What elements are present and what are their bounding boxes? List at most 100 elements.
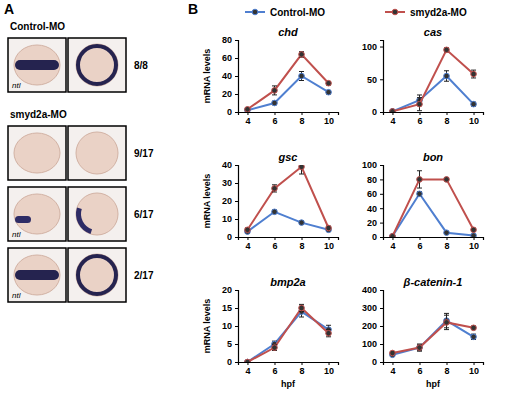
chart: 46810050100cas — [362, 26, 484, 126]
x-axis-line — [384, 238, 484, 241]
x-tick-label: 4 — [390, 116, 395, 126]
y-tick: 60 — [222, 53, 238, 63]
data-point — [444, 177, 450, 183]
y-tick-mark — [235, 112, 238, 113]
series-line — [247, 212, 328, 232]
data-point — [444, 230, 450, 236]
data-point — [471, 101, 477, 107]
x-axis-title: hpf — [281, 379, 296, 389]
embryo — [14, 255, 60, 295]
y-tick-mark — [235, 183, 238, 184]
data-point — [299, 73, 305, 79]
x-tick-label: 6 — [417, 116, 422, 126]
error-bar — [299, 304, 304, 311]
x-axis: 46810 — [384, 237, 484, 251]
error-bar — [417, 344, 422, 351]
error-bar — [299, 165, 304, 174]
error-bar — [417, 171, 422, 188]
x-tick-label: 10 — [324, 116, 334, 126]
x-axis-line — [384, 363, 484, 366]
chart-title: bon — [423, 151, 443, 163]
data-point — [272, 345, 278, 351]
x-tick-label: 10 — [324, 241, 334, 251]
x-tick: 4 — [245, 112, 250, 126]
x-axis-line — [384, 113, 484, 116]
x-tick-mark — [447, 112, 448, 115]
embryo — [76, 254, 118, 296]
embryo — [14, 133, 60, 173]
y-tick: 10 — [222, 321, 238, 331]
embryo-row: ntl8/8 — [8, 38, 148, 92]
data-point — [245, 359, 251, 362]
y-tick-label: 400 — [362, 285, 377, 295]
y-tick-mark — [235, 290, 238, 291]
error-bar-line — [299, 80, 304, 81]
embryo-image — [8, 38, 66, 92]
error-bar-line — [417, 170, 422, 171]
plot-marks — [390, 313, 477, 357]
error-bar-line — [444, 329, 449, 330]
embryo-image — [68, 187, 126, 241]
image-frame — [8, 187, 66, 241]
chart-title: chd — [278, 26, 298, 38]
x-axis: 46810 — [239, 112, 339, 126]
error-bar — [444, 313, 449, 327]
x-axis: 46810 — [239, 362, 339, 376]
y-tick: 0 — [372, 232, 383, 242]
x-tick-mark — [247, 237, 248, 240]
panel-label: A — [4, 1, 14, 17]
x-tick-mark — [329, 112, 330, 115]
y-tick-mark — [380, 344, 383, 345]
y-tick-label: 20 — [367, 218, 377, 228]
error-bar-line — [471, 77, 476, 78]
series-line — [392, 179, 473, 236]
x-tick: 4 — [245, 237, 250, 251]
stain-label: ntl — [12, 291, 21, 300]
error-bar — [299, 72, 304, 81]
y-axis: 0100200300400 — [362, 285, 384, 367]
y-tick: 40 — [367, 204, 383, 214]
x-axis: 46810 — [239, 237, 339, 251]
error-bar — [272, 210, 277, 214]
plot-marks — [245, 304, 332, 362]
legend-item: smyd2a-MO — [385, 7, 467, 18]
data-point — [245, 107, 251, 113]
x-tick: 6 — [417, 362, 422, 376]
error-bar — [471, 102, 476, 106]
y-axis-line — [380, 166, 384, 238]
x-axis-line — [239, 113, 339, 116]
y-tick-mark — [235, 40, 238, 41]
x-tick-mark — [447, 237, 448, 240]
data-point — [299, 220, 305, 226]
x-tick-label: 4 — [390, 241, 395, 251]
embryo-image — [8, 248, 66, 302]
x-tick-label: 8 — [300, 366, 305, 376]
y-tick-mark — [380, 194, 383, 195]
embryo — [76, 132, 118, 174]
data-point — [299, 165, 305, 170]
y-tick: 60 — [367, 189, 383, 199]
x-tick-label: 10 — [469, 241, 479, 251]
error-bar — [417, 345, 422, 350]
y-tick-label: 200 — [362, 321, 377, 331]
x-tick-mark — [419, 237, 420, 240]
data-point — [245, 227, 251, 233]
y-tick: 15 — [222, 303, 238, 313]
series-line — [392, 322, 473, 353]
embryo-row: ntl2/17 — [8, 248, 154, 302]
x-tick-label: 8 — [445, 116, 450, 126]
y-axis-line — [380, 291, 384, 363]
y-axis-line — [235, 291, 239, 363]
y-tick-mark — [380, 47, 383, 48]
y-tick: 10 — [222, 214, 238, 224]
plot-marks — [245, 165, 332, 234]
data-point — [390, 109, 396, 112]
x-tick-mark — [274, 112, 275, 115]
stain-label: ntl — [12, 81, 21, 90]
x-tick-label: 8 — [445, 366, 450, 376]
ntl-stain — [78, 256, 116, 294]
error-bar — [444, 48, 449, 52]
y-tick-label: 10 — [222, 214, 232, 224]
y-tick-label: 60 — [222, 53, 232, 63]
series-line — [392, 76, 473, 111]
